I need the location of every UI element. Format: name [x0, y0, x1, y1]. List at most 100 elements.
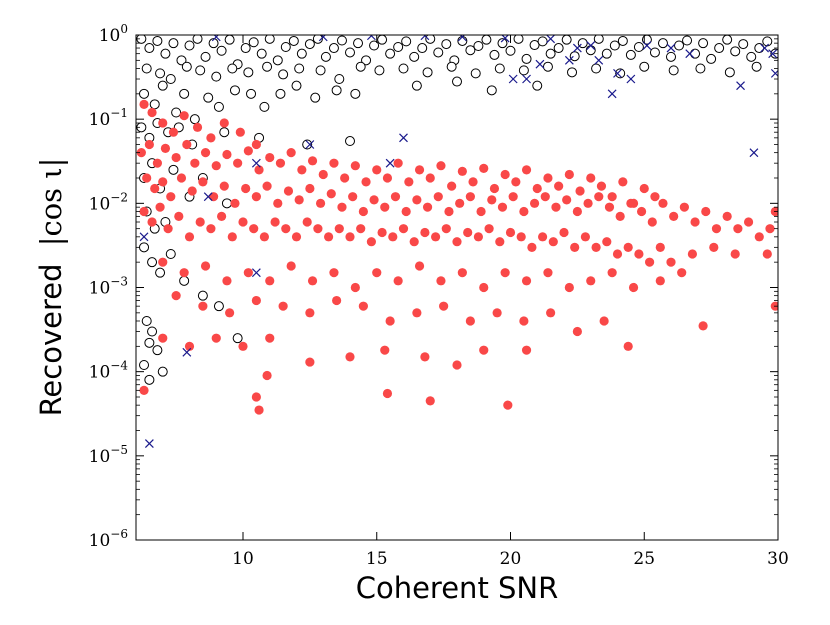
ticks-layer — [136, 34, 779, 541]
filled-circle-point — [200, 261, 211, 271]
filled-circle-point — [313, 224, 323, 234]
filled-circle-point — [147, 217, 157, 227]
y-tick-label-exp: −6 — [110, 527, 128, 541]
filled-circle-point — [184, 232, 195, 242]
x-marker — [626, 74, 636, 84]
open-circle-point — [433, 47, 444, 58]
y-tick-label: 10−5 — [89, 443, 128, 467]
filled-circle-point — [217, 211, 227, 221]
filled-circle-point — [176, 173, 187, 183]
y-tick-label-exp: −2 — [110, 190, 128, 204]
filled-circle-point — [583, 198, 593, 208]
filled-circle-point — [527, 242, 537, 252]
open-circle-point — [139, 360, 150, 371]
filled-circle-point — [294, 195, 304, 205]
filled-circle-point — [594, 192, 604, 202]
filled-circle-point — [307, 156, 318, 166]
x-marker — [749, 148, 759, 158]
open-circle-point — [457, 35, 468, 46]
open-circle-point — [243, 67, 254, 78]
points-layer — [136, 35, 778, 448]
open-circle-point — [240, 43, 251, 54]
filled-circle-point — [393, 158, 403, 168]
filled-circle-point — [265, 152, 275, 163]
filled-circle-point — [492, 308, 502, 318]
y-tick-label-base: 10 — [89, 447, 111, 467]
filled-circle-point — [326, 189, 336, 199]
y-tick-label-base: 10 — [99, 26, 121, 46]
open-circle-point — [724, 67, 735, 78]
filled-circle-point — [174, 211, 184, 221]
open-circle-point — [302, 139, 313, 150]
filled-circle-point — [543, 173, 553, 183]
filled-circle-point — [543, 268, 553, 278]
open-circle-point — [248, 37, 259, 48]
open-circle-point — [331, 85, 342, 96]
filled-circle-point — [262, 181, 272, 191]
x-marker-stroke — [144, 439, 154, 448]
filled-circle-point — [254, 165, 264, 175]
open-circle-point — [328, 43, 339, 54]
filled-circle-point — [604, 202, 615, 212]
open-circle-point — [601, 48, 612, 59]
filled-circle-point — [570, 242, 580, 252]
x-marker — [685, 49, 695, 59]
filled-circle-point — [222, 276, 232, 286]
open-circle-point — [497, 38, 508, 49]
filled-circle-point — [340, 173, 350, 183]
open-circle-point — [695, 63, 706, 74]
filled-circle-point — [516, 232, 526, 242]
filled-circle-point — [179, 111, 189, 121]
filled-circle-point — [602, 237, 612, 247]
open-circle-point — [147, 326, 158, 337]
x-marker-stroke — [522, 74, 531, 84]
open-circle-point — [751, 61, 762, 72]
open-circle-point — [280, 42, 291, 53]
x-marker-stroke — [607, 89, 617, 99]
open-circle-point — [288, 35, 299, 46]
filled-circle-point — [634, 249, 644, 259]
filled-circle-point — [163, 224, 173, 234]
x-marker-stroke — [182, 347, 192, 357]
x-marker-stroke — [564, 55, 574, 65]
filled-circle-point — [318, 169, 328, 180]
filled-circle-point — [208, 192, 219, 202]
open-circle-point — [615, 68, 626, 79]
open-circle-point — [505, 45, 516, 56]
filled-circle-point — [382, 388, 393, 399]
x-axis-title: Coherent SNR — [356, 571, 559, 605]
filled-circle-point — [655, 276, 665, 286]
open-circle-point — [304, 39, 315, 50]
filled-circle-point — [356, 224, 366, 234]
filled-circle-point — [334, 224, 344, 234]
open-circle-point — [203, 92, 214, 103]
filled-circle-point — [286, 148, 296, 158]
filled-circle-point — [452, 237, 462, 247]
filled-circle-point — [476, 206, 486, 217]
open-circle-point — [529, 40, 540, 51]
x-marker-stroke — [685, 49, 695, 59]
filled-circle-point — [166, 192, 176, 202]
y-axis-title-math: |cos ι| — [34, 158, 68, 247]
x-marker-stroke — [572, 43, 582, 53]
filled-circle-point — [345, 352, 355, 362]
filled-circle-point — [479, 345, 489, 355]
filled-circle-point — [225, 308, 235, 318]
filled-circle-point — [690, 217, 700, 227]
open-circle-point — [144, 374, 155, 385]
open-circle-point — [139, 242, 150, 253]
open-circle-point — [275, 88, 286, 99]
filled-circle-point — [329, 268, 339, 278]
open-circle-point — [353, 38, 364, 49]
open-circle-point — [674, 40, 685, 51]
filled-circle-point — [348, 192, 358, 202]
open-circle-point — [714, 43, 725, 54]
filled-circle-point — [479, 282, 489, 293]
open-circle-point — [147, 257, 158, 268]
filled-circle-point — [286, 261, 296, 271]
x-marker — [305, 140, 315, 149]
filled-circle-point — [508, 192, 518, 202]
open-circle-point — [625, 49, 636, 60]
filled-circle-point — [765, 224, 775, 234]
